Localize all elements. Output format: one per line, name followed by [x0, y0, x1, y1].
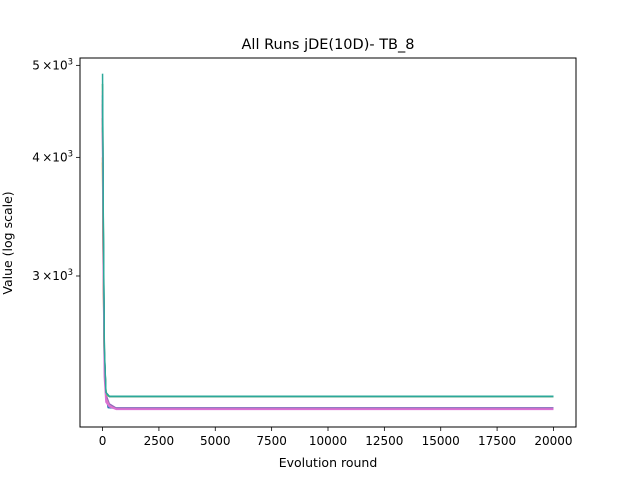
x-tick-label: 0 — [99, 434, 107, 448]
x-tick-label: 17500 — [478, 434, 516, 448]
x-tick-label: 20000 — [534, 434, 572, 448]
x-tick-label: 5000 — [200, 434, 231, 448]
x-axis: 0 2500 5000 7500 10000 12500 15000 17500 20000 — [99, 427, 573, 448]
y-axis: 3 ×103 4 ×103 5 ×103 — [32, 57, 80, 283]
y-tick-label: 4 ×103 — [32, 149, 73, 164]
x-tick-label: 15000 — [422, 434, 460, 448]
x-tick-label: 2500 — [144, 434, 175, 448]
x-tick-label: 10000 — [309, 434, 347, 448]
y-axis-label: Value (log scale) — [0, 191, 15, 294]
series-layer — [101, 73, 554, 411]
x-axis-label: Evolution round — [279, 455, 378, 470]
x-tick-label: 12500 — [365, 434, 403, 448]
y-tick-label: 5 ×103 — [32, 57, 73, 72]
y-tick-label: 3 ×103 — [32, 268, 73, 283]
x-tick-label: 7500 — [256, 434, 287, 448]
chart-title: All Runs jDE(10D)- TB_8 — [242, 37, 415, 53]
series-line-12 — [101, 73, 554, 398]
